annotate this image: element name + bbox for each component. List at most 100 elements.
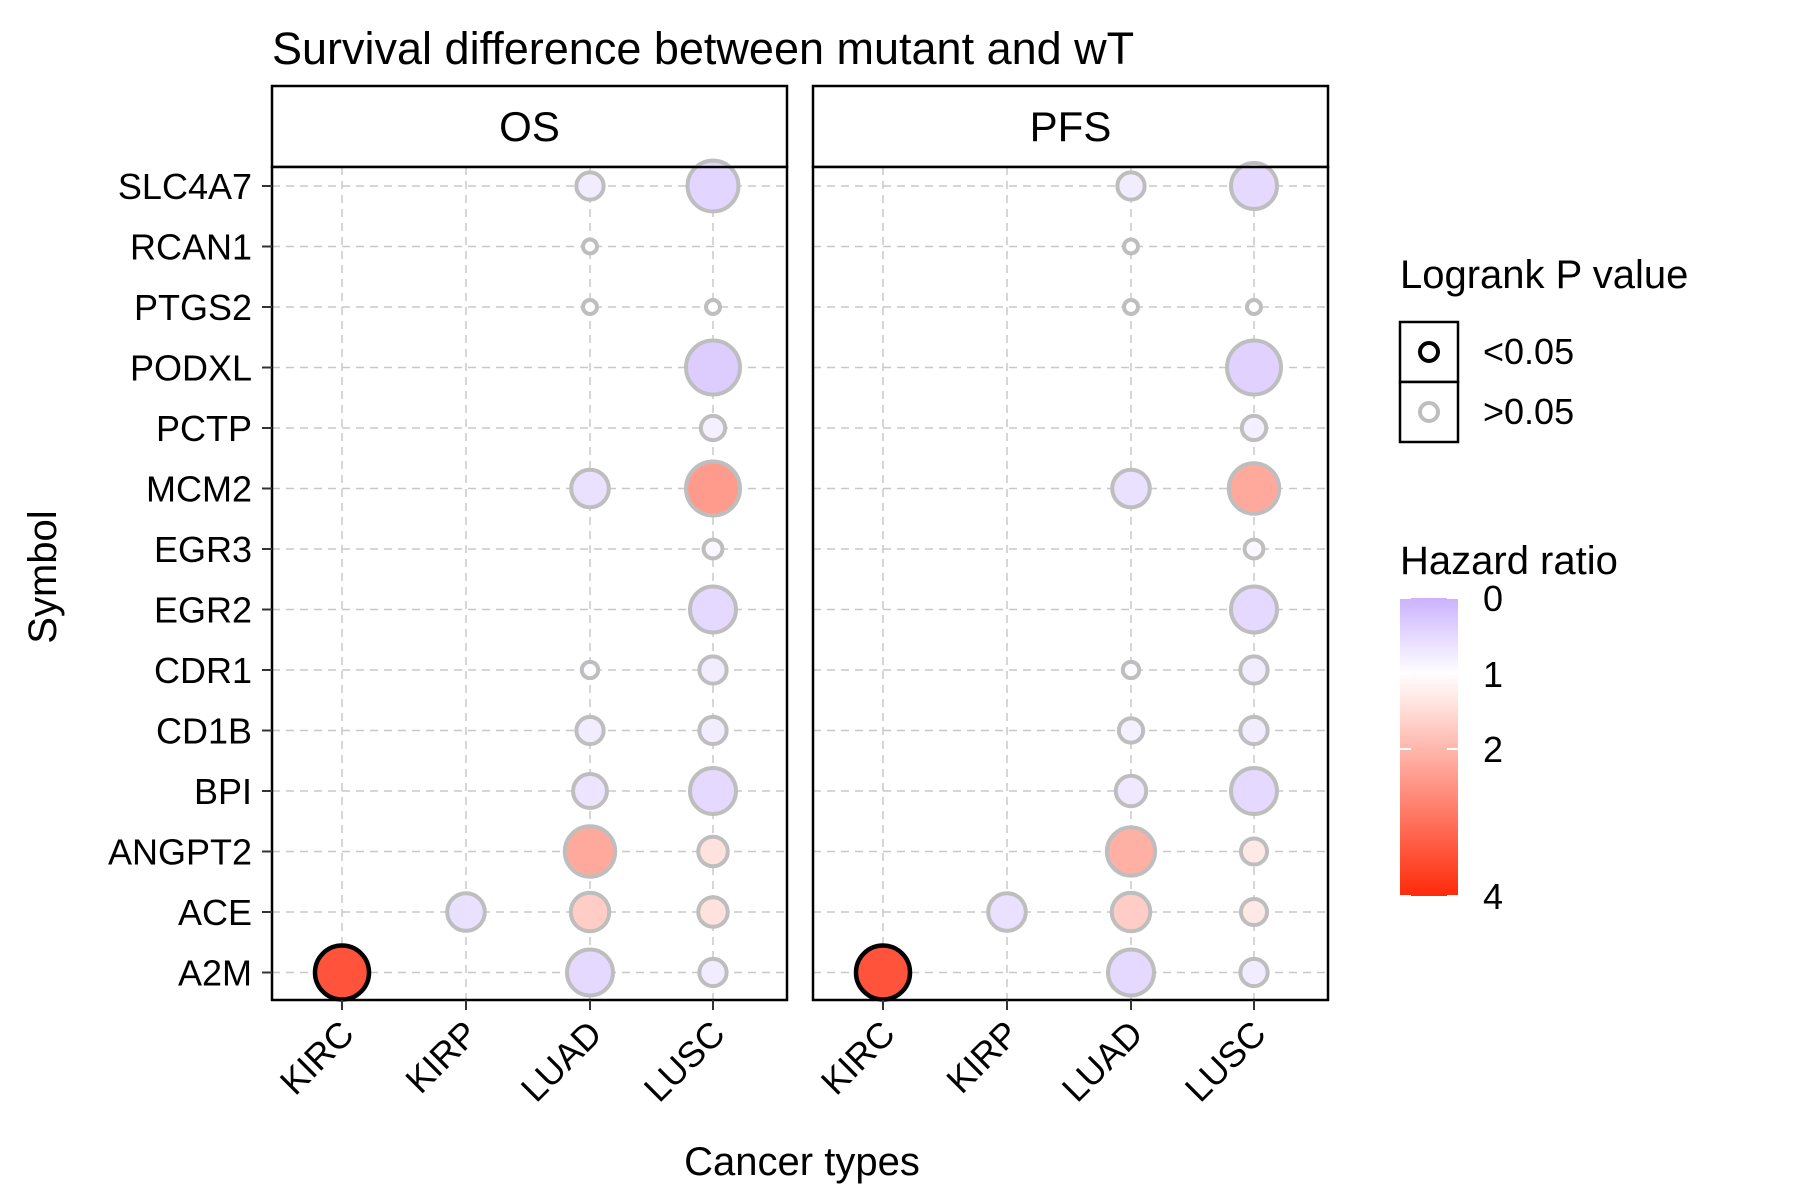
x-tick-label: LUAD xyxy=(513,1013,610,1110)
point-egr3-lusc xyxy=(1242,537,1266,561)
point-cd1b-lusc xyxy=(1238,714,1270,747)
colorbar-tick-label: 4 xyxy=(1483,876,1503,917)
facet-label: OS xyxy=(499,103,560,150)
point-a2m-kirc xyxy=(312,943,372,1002)
point-bpi-lusc xyxy=(1229,766,1279,816)
x-tick-label: KIRC xyxy=(813,1013,903,1103)
panel-border xyxy=(270,165,789,1002)
point-podxl-lusc xyxy=(684,338,742,397)
y-tick-label: ACE xyxy=(178,892,252,933)
y-tick-label: SLC4A7 xyxy=(118,166,252,207)
y-tick-labels: SLC4A7 RCAN1 PTGS2 PODXL PCTP MCM2 EGR3 EGR2 CDR… xyxy=(108,166,272,994)
y-tick-label: MCM2 xyxy=(146,469,252,510)
x-tick-label: LUSC xyxy=(1177,1013,1274,1110)
point-cd1b-luad xyxy=(1116,716,1146,745)
point-cdr1-luad xyxy=(579,659,601,681)
x-tick-label: LUSC xyxy=(636,1013,733,1110)
legend-key-label: <0.05 xyxy=(1483,331,1574,372)
point-mcm2-lusc xyxy=(684,459,742,518)
point-cdr1-lusc xyxy=(1238,654,1270,686)
point-ptgs2-lusc xyxy=(704,298,722,316)
x-axis-title: Cancer types xyxy=(684,1140,920,1184)
point-ptgs2-luad xyxy=(581,298,599,316)
point-ace-lusc xyxy=(696,895,730,929)
point-ace-luad xyxy=(1109,890,1153,934)
point-ace-kirp xyxy=(445,891,487,933)
hazard-colorbar xyxy=(1400,598,1458,896)
point-ace-luad xyxy=(568,890,612,934)
facet-panels: OS KIRC KIRP LUAD LUSC PFS KIRC KIRP LUAD LUSC xyxy=(270,84,1330,1110)
point-angpt2-luad xyxy=(1104,825,1158,878)
point-angpt2-luad xyxy=(562,824,618,879)
x-tick-label: KIRP xyxy=(938,1013,1026,1101)
legend-pvalue: Logrank P value <0.05 >0.05 xyxy=(1398,253,1688,444)
y-tick-label: BPI xyxy=(194,771,252,812)
y-tick-label: PODXL xyxy=(130,348,252,389)
plot-background xyxy=(272,167,787,1000)
point-bpi-luad xyxy=(1113,773,1149,809)
facet-pfs: PFS KIRC KIRP LUAD LUSC xyxy=(811,84,1330,1110)
legend-key-label: >0.05 xyxy=(1483,391,1574,432)
legend-pvalue-title: Logrank P value xyxy=(1400,253,1688,297)
point-ace-kirp xyxy=(986,891,1028,933)
y-tick-label: A2M xyxy=(178,953,252,994)
facet-os: OS KIRC KIRP LUAD LUSC xyxy=(270,84,789,1110)
point-a2m-kirc xyxy=(853,943,913,1002)
legend-hazard-ratio: Hazard ratio 0 1 2 4 xyxy=(1400,539,1618,917)
point-slc4a7-lusc xyxy=(685,158,741,214)
colorbar-tick-label: 0 xyxy=(1483,578,1503,619)
point-rcan1-luad xyxy=(1122,237,1140,256)
y-tick-label: ANGPT2 xyxy=(108,832,252,873)
point-mcm2-lusc xyxy=(1226,461,1282,516)
point-podxl-lusc xyxy=(1225,338,1283,397)
x-tick-label: KIRP xyxy=(397,1013,485,1101)
point-ace-lusc xyxy=(1238,896,1270,928)
point-egr3-lusc xyxy=(701,537,725,561)
point-pctp-lusc xyxy=(1239,413,1269,443)
point-a2m-luad xyxy=(565,947,615,998)
facet-strip xyxy=(270,84,789,169)
point-ptgs2-luad xyxy=(1122,298,1140,316)
chart-title: Survival difference between mutant and w… xyxy=(272,23,1134,74)
point-slc4a7-lusc xyxy=(1229,161,1279,211)
point-pctp-lusc xyxy=(698,413,728,443)
point-egr2-lusc xyxy=(688,584,738,635)
point-angpt2-lusc xyxy=(1238,836,1270,867)
legend-key-symbol xyxy=(1418,341,1440,363)
point-a2m-luad xyxy=(1106,947,1156,998)
colorbar-tick-label: 2 xyxy=(1483,729,1503,770)
colorbar-tick-label: 1 xyxy=(1483,654,1503,695)
point-mcm2-luad xyxy=(1110,467,1152,510)
y-tick-label: EGR2 xyxy=(154,590,252,631)
point-cd1b-luad xyxy=(574,714,606,747)
point-cd1b-lusc xyxy=(697,714,729,747)
y-axis-title: Symbol xyxy=(21,510,65,643)
y-tick-label: CD1B xyxy=(156,711,252,752)
point-egr2-lusc xyxy=(1229,584,1279,635)
y-tick-label: PCTP xyxy=(156,408,252,449)
facet-label: PFS xyxy=(1030,103,1112,150)
point-cdr1-luad xyxy=(1120,659,1142,681)
point-slc4a7-luad xyxy=(1115,170,1147,202)
x-tick-label: KIRC xyxy=(272,1013,362,1103)
point-cdr1-lusc xyxy=(697,654,729,686)
point-ptgs2-lusc xyxy=(1245,298,1263,316)
y-tick-label: RCAN1 xyxy=(130,227,252,268)
plot-background xyxy=(813,167,1328,1000)
point-rcan1-luad xyxy=(581,237,599,256)
point-a2m-lusc xyxy=(1238,956,1270,989)
point-bpi-lusc xyxy=(688,766,738,816)
x-tick-label: LUAD xyxy=(1054,1013,1151,1110)
y-tick-label: PTGS2 xyxy=(134,287,252,328)
legend-hazard-title: Hazard ratio xyxy=(1400,539,1618,583)
point-bpi-luad xyxy=(571,772,609,810)
point-mcm2-luad xyxy=(569,467,611,510)
panel-border xyxy=(811,165,1330,1002)
legend-key-symbol xyxy=(1418,401,1440,423)
point-a2m-lusc xyxy=(697,956,729,989)
y-tick-label: EGR3 xyxy=(154,529,252,570)
y-tick-label: CDR1 xyxy=(154,650,252,691)
point-slc4a7-luad xyxy=(574,170,606,202)
point-angpt2-lusc xyxy=(696,834,730,869)
